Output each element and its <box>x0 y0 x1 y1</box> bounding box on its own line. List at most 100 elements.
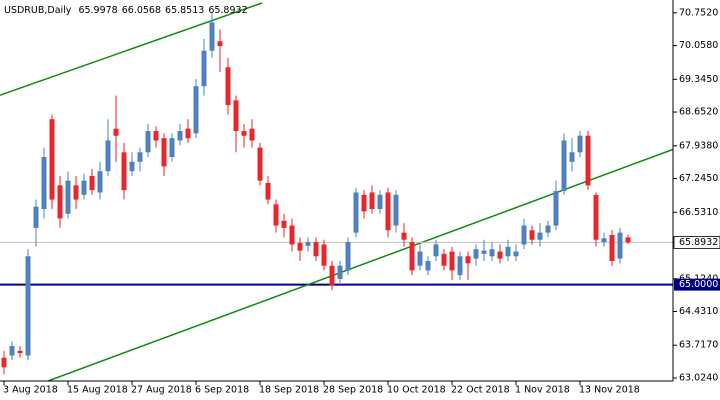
candle-body <box>417 251 423 266</box>
candle-body <box>457 256 463 276</box>
y-tick-label: 64.4310 <box>679 306 718 317</box>
plot-area <box>0 2 673 381</box>
x-tick-label: 10 Oct 2018 <box>387 385 446 396</box>
candle-body <box>553 191 559 226</box>
candle-body <box>9 346 15 356</box>
candle-body <box>281 220 287 228</box>
candle-body <box>361 194 367 212</box>
candle-body <box>337 265 343 279</box>
candle-body <box>161 138 167 167</box>
x-tick-label: 27 Aug 2018 <box>131 385 192 396</box>
candle-body <box>369 192 375 210</box>
candle-body <box>81 180 87 195</box>
candle-body <box>137 152 143 162</box>
candle-body <box>345 242 351 271</box>
candle-body <box>617 232 623 259</box>
price-label: 65.8932 <box>679 237 718 248</box>
candle-body <box>129 161 135 172</box>
candle-body <box>465 256 471 264</box>
candle-body <box>329 265 335 286</box>
candle-body <box>449 251 455 271</box>
candle-body <box>193 86 199 134</box>
candle-body <box>145 131 151 153</box>
candle-body <box>305 242 311 246</box>
candle-body <box>289 225 295 245</box>
candle-body <box>89 175 95 191</box>
candle-body <box>377 194 383 210</box>
y-tick-label: 67.9380 <box>679 140 718 151</box>
candle-body <box>73 185 79 200</box>
candle-body <box>249 128 255 141</box>
candle-body <box>105 140 111 172</box>
chart-header: USDRUB,Daily 65.9978 66.0568 65.8513 65.8932 <box>4 5 248 16</box>
y-tick-label: 69.3450 <box>679 74 718 85</box>
candle-body <box>17 350 23 354</box>
x-tick-label: 28 Sep 2018 <box>323 385 383 396</box>
y-tick-label: 67.2450 <box>679 173 718 184</box>
candle-body <box>121 152 127 191</box>
chart-title: USDRUB,Daily <box>4 5 72 16</box>
candle-body <box>601 238 607 243</box>
candle-body <box>473 249 479 259</box>
candle-body <box>521 225 527 245</box>
candle-body <box>393 194 399 226</box>
candle-body <box>321 244 327 266</box>
candle-body <box>177 131 183 141</box>
axes: 70.7520 70.0580 69.3450 68.6520 67.9380 67.24… <box>3 7 720 396</box>
candle-body <box>529 230 535 240</box>
candle-body <box>409 242 415 271</box>
x-tick-label: 18 Sep 2018 <box>259 385 319 396</box>
candle-body <box>313 242 319 257</box>
level-label: 65.0000 <box>679 279 718 290</box>
candle-body <box>577 135 583 153</box>
candle-body <box>241 131 247 136</box>
candle-body <box>225 67 231 106</box>
candle-body <box>1 357 7 368</box>
level-label-box <box>674 278 720 291</box>
y-tick-label: 63.7170 <box>679 340 718 351</box>
candle-body <box>353 192 359 233</box>
x-tick-label: 22 Oct 2018 <box>451 385 510 396</box>
candle-body <box>441 253 447 266</box>
candle-body <box>385 192 391 231</box>
y-tick-label: 70.7520 <box>679 7 718 18</box>
candle-body <box>593 194 599 240</box>
candle-body <box>505 246 511 257</box>
header-open: 65.9978 <box>78 5 117 16</box>
candle-body <box>41 157 47 210</box>
header-low: 65.8513 <box>165 5 204 16</box>
candle-body <box>65 180 71 214</box>
candle-body <box>185 128 191 139</box>
candle-body <box>433 244 439 257</box>
candle-body <box>49 119 55 200</box>
header-close: 65.8932 <box>208 5 247 16</box>
candle-body <box>609 234 615 261</box>
x-tick-label: 6 Sep 2018 <box>195 385 249 396</box>
candle-body <box>33 206 39 228</box>
candle-body <box>545 225 551 233</box>
y-tick-label: 66.5310 <box>679 207 718 218</box>
candle-body <box>585 135 591 186</box>
candle-body <box>489 249 495 257</box>
candle-body <box>257 147 263 181</box>
candle-body <box>481 250 487 254</box>
y-tick-label: 63.0240 <box>679 372 718 383</box>
candle-body <box>265 183 271 200</box>
y-tick-label: 68.6520 <box>679 107 718 118</box>
candle-body <box>209 22 215 51</box>
candle-body <box>425 260 431 271</box>
header-high: 66.0568 <box>122 5 161 16</box>
x-tick-label: 15 Aug 2018 <box>67 385 128 396</box>
x-tick-label: 1 Nov 2018 <box>515 385 570 396</box>
price-label-box <box>673 236 720 249</box>
candle-body <box>297 243 303 251</box>
trend-line <box>47 148 673 381</box>
candle-body <box>113 128 119 136</box>
candle-body <box>513 251 519 257</box>
candle-body <box>201 50 207 87</box>
candle-body <box>537 232 543 240</box>
candle-body <box>401 232 407 240</box>
